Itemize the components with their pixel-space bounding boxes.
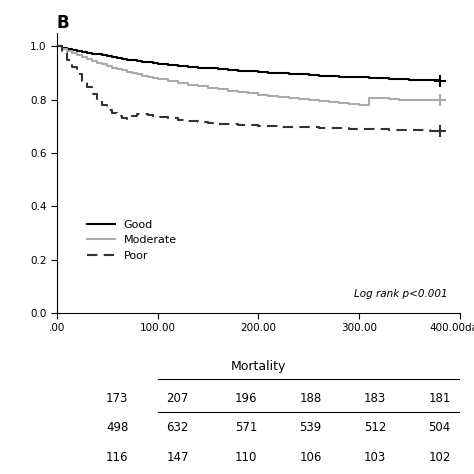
Text: 539: 539 bbox=[300, 421, 322, 434]
Legend: Good, Moderate, Poor: Good, Moderate, Poor bbox=[82, 215, 181, 265]
Text: 110: 110 bbox=[235, 451, 257, 464]
Text: 116: 116 bbox=[106, 451, 128, 464]
Text: 207: 207 bbox=[166, 392, 189, 405]
Text: 504: 504 bbox=[428, 421, 451, 434]
Text: 571: 571 bbox=[235, 421, 257, 434]
Text: Log rank p<0.001: Log rank p<0.001 bbox=[354, 289, 447, 299]
Text: 188: 188 bbox=[300, 392, 322, 405]
Text: 102: 102 bbox=[428, 451, 451, 464]
Text: 181: 181 bbox=[428, 392, 451, 405]
Text: 147: 147 bbox=[166, 451, 189, 464]
Text: 106: 106 bbox=[300, 451, 322, 464]
Text: 632: 632 bbox=[166, 421, 189, 434]
Text: 183: 183 bbox=[364, 392, 386, 405]
Text: 512: 512 bbox=[364, 421, 386, 434]
Text: 498: 498 bbox=[106, 421, 128, 434]
Text: 173: 173 bbox=[106, 392, 128, 405]
Text: Mortality: Mortality bbox=[231, 360, 286, 373]
Text: 196: 196 bbox=[235, 392, 257, 405]
Text: B: B bbox=[57, 14, 70, 32]
Text: 103: 103 bbox=[364, 451, 386, 464]
